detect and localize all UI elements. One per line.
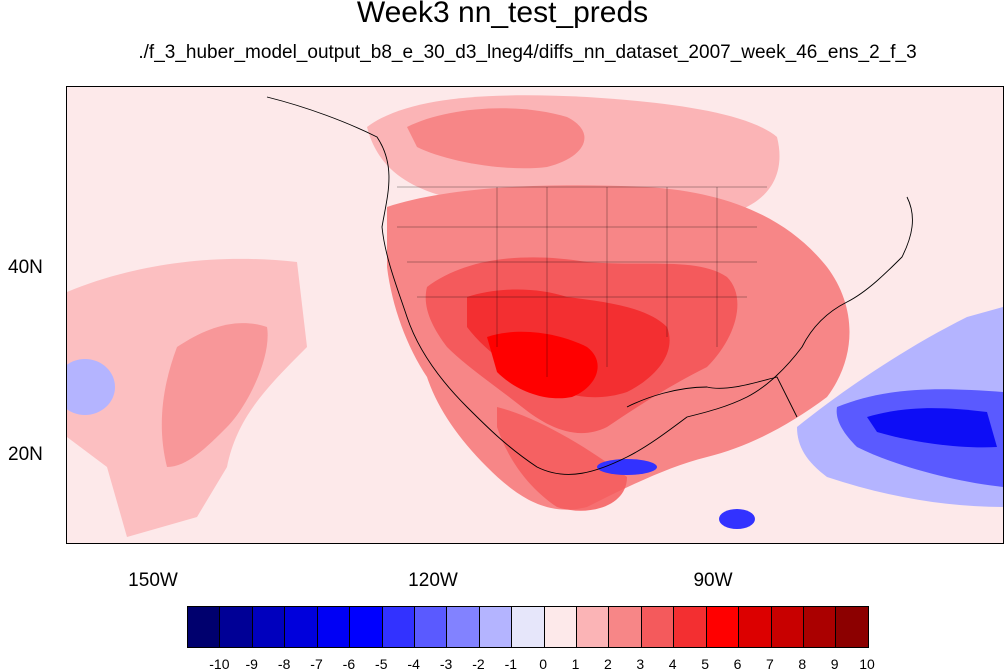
colorbar-label: -7	[310, 656, 323, 672]
colorbar-label: 10	[859, 656, 875, 672]
map-subtitle: ./f_3_huber_model_output_b8_e_30_d3_lneg…	[138, 42, 917, 63]
colorbar-label: 1	[571, 656, 580, 672]
colorbar-label: 8	[798, 656, 807, 672]
colorbar-box	[544, 607, 578, 647]
colorbar-box	[350, 607, 383, 647]
lon-label-90w: 90W	[693, 570, 733, 591]
colorbar-label: 6	[733, 656, 742, 672]
colorbar-label: 2	[604, 656, 612, 672]
colorbar-box	[414, 607, 448, 647]
colorbar-label: 3	[636, 656, 645, 672]
colorbar-label: -2	[472, 656, 485, 672]
colorbar-label: 4	[668, 656, 677, 672]
temperature-anomaly-map	[67, 87, 1003, 543]
colorbar-box	[577, 607, 610, 647]
colorbar-label: -3	[439, 656, 453, 672]
colorbar-label: 5	[701, 656, 709, 672]
colorbar	[187, 606, 869, 648]
colorbar-label: -5	[375, 656, 388, 672]
colorbar-box	[220, 607, 253, 647]
state-borders	[397, 186, 767, 377]
colorbar-box	[739, 607, 772, 647]
colorbar-box	[804, 607, 837, 647]
colorbar-label: -1	[504, 656, 518, 672]
map-panel	[66, 86, 1004, 544]
colorbar-label: -9	[245, 656, 258, 672]
colorbar-box	[479, 607, 513, 647]
lat-label-20n: 20N	[8, 444, 43, 465]
mexico-coast-cold	[597, 459, 657, 475]
lon-label-120w: 120W	[408, 570, 458, 591]
atlantic-cold-max	[867, 408, 997, 448]
colorbar-label: -4	[407, 656, 420, 672]
colorbar-box	[317, 607, 351, 647]
colorbar-box	[771, 607, 805, 647]
mexico-warm	[497, 407, 627, 511]
map-title: Week3 nn_test_preds	[356, 0, 649, 29]
colorbar-box	[188, 607, 221, 647]
colorbar-box	[609, 607, 642, 647]
colorbar-box	[512, 607, 545, 647]
central-america-cold	[719, 509, 755, 529]
colorbar-box	[285, 607, 318, 647]
lon-label-150w: 150W	[128, 570, 178, 591]
colorbar-box	[447, 607, 480, 647]
pacific-warm-core	[161, 323, 268, 467]
colorbar-label: -6	[342, 656, 356, 672]
coastline-gulf	[626, 376, 798, 418]
colorbar-label: 0	[539, 656, 548, 672]
gulf-alaska-warm-core	[407, 108, 585, 169]
colorbar-labels: -10 -9 -8 -7 -6 -5 -4 -3 -2 -1 0 1 2 3 4 5 6 7 8 9 10	[187, 656, 875, 672]
colorbar-box	[706, 607, 740, 647]
southwest-max	[487, 331, 598, 399]
colorbar-box	[836, 607, 868, 647]
colorbar-label: -10	[209, 656, 230, 672]
colorbar-box	[252, 607, 286, 647]
west-pacific-cold	[67, 359, 115, 415]
colorbar-label: 9	[830, 656, 839, 672]
colorbar-label: -8	[277, 656, 291, 672]
colorbar-box	[641, 607, 675, 647]
colorbar-label: 7	[765, 656, 774, 672]
colorbar-box	[382, 607, 415, 647]
colorbar-box	[674, 607, 707, 647]
coastline-north-america	[266, 96, 913, 475]
lat-label-40n: 40N	[8, 257, 43, 278]
